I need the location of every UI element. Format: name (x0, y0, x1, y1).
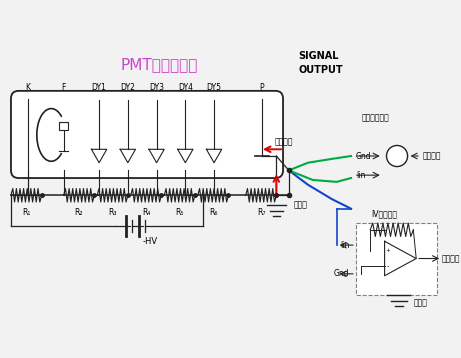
Text: DY4: DY4 (178, 83, 193, 92)
Text: R₇: R₇ (257, 208, 265, 217)
Text: R₃: R₃ (108, 208, 117, 217)
Text: 电压采样: 电压采样 (442, 254, 461, 263)
Text: Gnd: Gnd (333, 269, 349, 278)
Text: Iin: Iin (356, 171, 365, 180)
Text: +: + (385, 248, 390, 253)
Text: DY2: DY2 (120, 83, 135, 92)
FancyBboxPatch shape (356, 223, 437, 295)
Text: DY1: DY1 (92, 83, 106, 92)
Circle shape (386, 145, 408, 166)
Text: K: K (26, 83, 31, 92)
Text: R₆: R₆ (209, 208, 217, 217)
Text: 对数转换模块: 对数转换模块 (361, 113, 389, 122)
Text: P: P (260, 83, 264, 92)
Text: F: F (61, 83, 66, 92)
Text: DY3: DY3 (149, 83, 164, 92)
Text: IV转换模块: IV转换模块 (372, 209, 397, 218)
Text: 电压采样: 电压采样 (423, 151, 442, 160)
FancyBboxPatch shape (11, 91, 283, 178)
Text: SIGNAL
OUTPUT: SIGNAL OUTPUT (298, 52, 343, 75)
Text: 高压地: 高压地 (294, 200, 307, 209)
Text: 采样地: 采样地 (414, 298, 427, 307)
Text: A: A (395, 151, 400, 160)
Bar (59, 122, 68, 130)
Text: -: - (386, 263, 389, 269)
Text: R₄: R₄ (142, 208, 150, 217)
Text: DY5: DY5 (207, 83, 222, 92)
Text: R₁: R₁ (22, 208, 30, 217)
Text: Gnd: Gnd (356, 151, 372, 160)
Text: R₅: R₅ (175, 208, 184, 217)
Text: R₂: R₂ (75, 208, 83, 217)
Text: Iin: Iin (340, 241, 349, 250)
Text: -HV: -HV (142, 237, 158, 246)
Text: 电流方向: 电流方向 (275, 137, 293, 146)
Text: PMT接线原理图: PMT接线原理图 (121, 58, 198, 73)
